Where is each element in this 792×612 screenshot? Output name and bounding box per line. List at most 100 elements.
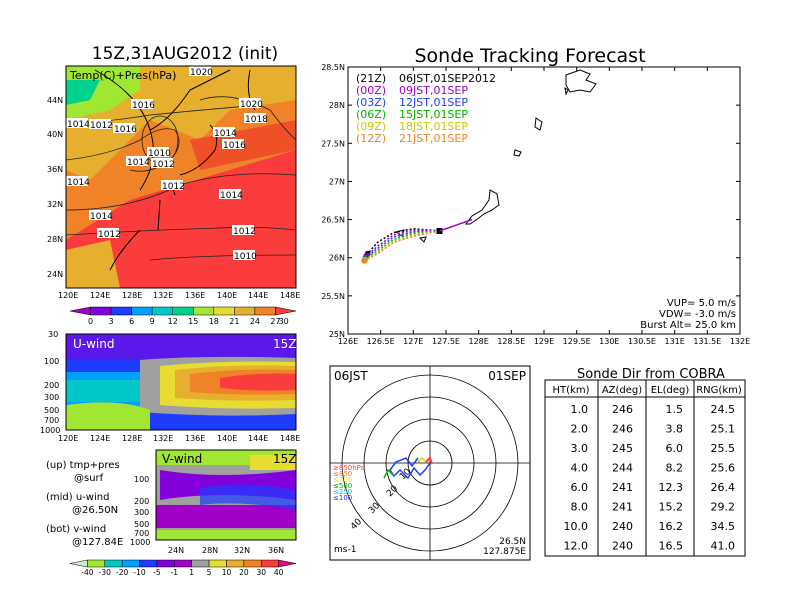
temp-colorbar-label: 6 — [129, 317, 134, 326]
wind-colorbar-label: 5 — [207, 568, 212, 577]
small-island — [418, 236, 427, 243]
track-series-line — [365, 229, 440, 257]
isobar-label: 1020 — [240, 100, 263, 110]
table-cell: 25.1 — [711, 423, 736, 436]
table-cell: 1.5 — [666, 403, 684, 416]
svg-text:28N: 28N — [202, 546, 218, 555]
legend-code: (12Z) — [356, 132, 386, 145]
svg-text:@127.84E: @127.84E — [72, 537, 123, 548]
svg-text:VDW= -3.0 m/s: VDW= -3.0 m/s — [659, 309, 736, 320]
svg-text:300: 300 — [134, 508, 149, 517]
u-pressure-ticks: 30 100 200 300 500 700 1000 — [40, 330, 60, 435]
v-pressure-ticks: 100 200 300 500 700 1000 — [130, 475, 150, 547]
wind-colorbar-swatch — [243, 559, 262, 568]
temp-colorbar-swatch — [69, 306, 91, 316]
table-cell: 29.2 — [711, 501, 736, 514]
temp-colorbar-label: 24 — [250, 317, 260, 326]
wind-colorbar-swatch — [174, 559, 192, 568]
track-lon-tick: 126E — [338, 337, 358, 346]
track-lon-tick: 128E — [469, 337, 489, 346]
isobar-label: 1010 — [148, 149, 171, 159]
wind-colorbar-label: -30 — [99, 568, 111, 577]
svg-text:200: 200 — [134, 497, 149, 506]
polar-hodograph: 10 20 30 40 06JST 01SEP ms-1 26.5N 127.8… — [329, 365, 531, 561]
temp-colorbar-label: 30 — [279, 317, 289, 326]
table-cell: 15.2 — [659, 501, 684, 514]
wind-colorbar-swatch — [260, 559, 279, 568]
v-wind-panel: V-wind 15Z 100 200 300 500 700 1000 24N … — [130, 449, 297, 555]
legend-code: (21Z) — [356, 72, 386, 85]
polar-level-legend: ≥850hPa≤850≤700≤500≤250≤100 — [333, 464, 365, 502]
wind-colorbar-swatch — [278, 559, 297, 568]
svg-text:148E: 148E — [280, 434, 300, 443]
temp-colorbar-swatch — [213, 306, 235, 316]
temp-colorbar-label: 0 — [88, 317, 93, 326]
legend-code: (00Z) — [356, 84, 386, 97]
svg-text:24N: 24N — [168, 546, 184, 555]
svg-text:Burst Alt= 25.0 km: Burst Alt= 25.0 km — [640, 320, 736, 331]
u-lon-ticks: 120E 124E 128E 132E 136E 140E 144E 148E — [58, 434, 300, 443]
panel-legend: (up) tmp+pres @surf (mid) u-wind @26.50N… — [46, 460, 123, 548]
temp-colorbar-swatch — [131, 306, 153, 316]
amami-island — [565, 69, 597, 93]
u-panel-time: 15Z — [273, 337, 297, 351]
track-lon-tick: 127.5E — [432, 337, 460, 346]
table-header: AZ(deg) — [602, 385, 642, 396]
isobar-label: 1014 — [127, 158, 150, 168]
temp-colorbar-label: 21 — [229, 317, 239, 326]
temp-colorbar-swatch — [110, 306, 132, 316]
track-lat-tick: 26N — [329, 254, 345, 263]
svg-text:1000: 1000 — [40, 426, 60, 435]
legend-label: 15JST,01SEP — [399, 108, 468, 121]
svg-text:144E: 144E — [248, 291, 268, 300]
temp-colorbar-swatch — [193, 306, 215, 316]
chart-title: Sonde Tracking Forecast — [414, 45, 645, 67]
table-cell: 245 — [612, 442, 633, 455]
table-cell: 8.0 — [571, 501, 589, 514]
isobar-label: 1014 — [67, 178, 90, 188]
wind-colorbar-label: 20 — [239, 568, 249, 577]
table-header: HT(km) — [553, 385, 590, 396]
map-frame — [65, 65, 297, 289]
temp-colorbar-label: 9 — [150, 317, 155, 326]
wind-colorbar-label: 30 — [256, 568, 266, 577]
okinawa-island — [465, 189, 500, 225]
track-lat-tick: 28.5N — [321, 63, 345, 72]
small-island — [534, 117, 543, 131]
legend-code: (06Z) — [356, 108, 386, 121]
direction-table: HT(km) AZ(deg) EL(deg) RNG(km) 1.0 246 1.5 24.5… — [544, 379, 746, 557]
polar-level-label: ≤700 — [333, 476, 352, 484]
temp-colorbar-swatch — [172, 306, 194, 316]
map-lon-ticks: 120E 124E 128E 132E 136E 140E 144E 148E — [58, 291, 300, 300]
polar-level-label: ≤250 — [333, 488, 352, 496]
isobar-label: 1016 — [223, 141, 246, 151]
isobar-label: 1012 — [98, 230, 121, 240]
table-cell: 6.0 — [571, 481, 589, 494]
table-cell: 24.5 — [711, 403, 736, 416]
table-cell: 25.5 — [711, 442, 736, 455]
small-island — [564, 86, 569, 96]
track-lon-tick: 127E — [403, 337, 423, 346]
track-lon-tick: 130E — [599, 337, 619, 346]
wind-colorbar-swatch — [156, 559, 175, 568]
table-cell: 1.0 — [571, 403, 589, 416]
track-legend: (21Z) 06JST,01SEP2012 (00Z) 09JST,01SEP (03Z… — [356, 72, 496, 145]
wind-colorbar-swatch — [208, 559, 227, 568]
temp-colorbar-label: 3 — [109, 317, 114, 326]
svg-text:(mid) u-wind: (mid) u-wind — [46, 492, 109, 503]
svg-text:200: 200 — [44, 381, 59, 390]
table-cell: 241 — [612, 481, 633, 494]
isobar-label: 1016 — [114, 125, 137, 135]
isobar-label: 1012 — [233, 227, 256, 237]
wind-colorbar-label: 1 — [189, 568, 194, 577]
svg-text:100: 100 — [134, 475, 149, 484]
table-cell: 10.0 — [564, 520, 589, 533]
table-cell: 4.0 — [571, 462, 589, 475]
legend-code: (09Z) — [356, 120, 386, 133]
hodograph-mid — [383, 468, 395, 479]
isobar-label: 1012 — [90, 121, 113, 131]
isobar-label: 1014 — [67, 120, 90, 130]
track-lat-tick: 27.5N — [321, 139, 345, 148]
